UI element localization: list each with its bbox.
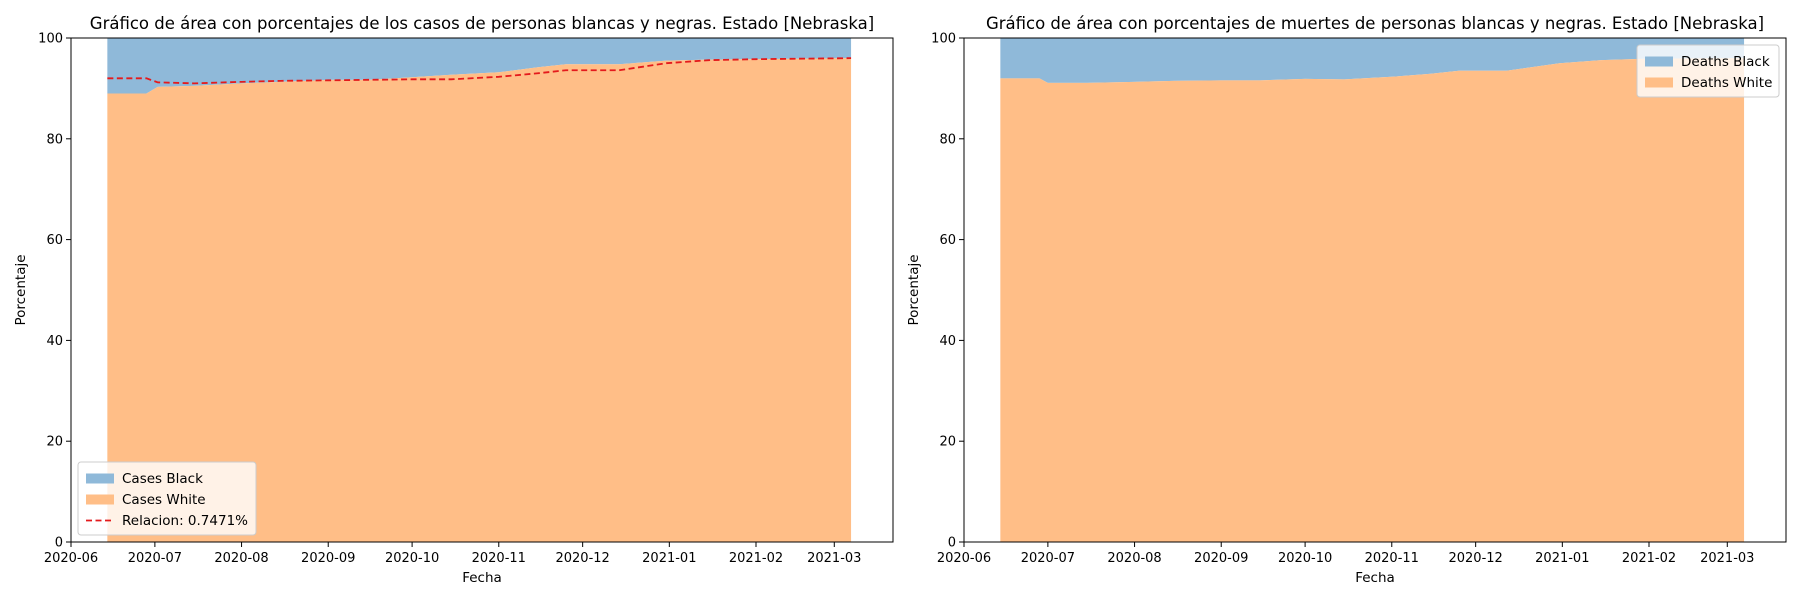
- y-tick-label: 20: [46, 435, 63, 450]
- y-tick-label: 60: [46, 233, 63, 248]
- x-tick-label: 2020-08: [214, 551, 268, 566]
- y-tick-label: 100: [931, 32, 956, 47]
- x-tick-label: 2020-12: [555, 551, 609, 566]
- area-deaths-white: [1000, 58, 1745, 542]
- legend-swatch: [86, 494, 114, 505]
- y-tick-label: 100: [38, 32, 63, 47]
- area-cases-white: [107, 58, 852, 542]
- axes-frame: [70, 37, 894, 543]
- y-tick-label: 80: [939, 132, 956, 147]
- x-axis-label: Fecha: [1355, 570, 1395, 586]
- y-tick-label: 40: [46, 334, 63, 349]
- x-tick-label: 2020-06: [44, 551, 98, 566]
- chart-title: Gráfico de área con porcentajes de muert…: [986, 14, 1764, 33]
- x-tick-label: 2020-06: [937, 551, 991, 566]
- x-tick-label: 2020-07: [1021, 551, 1075, 566]
- x-tick-label: 2021-01: [1535, 551, 1589, 566]
- area-deaths-black: [1000, 38, 1745, 83]
- x-tick-label: 2021-03: [807, 551, 861, 566]
- legend-entry-label: Relacion: 0.7471%: [122, 513, 248, 529]
- legend-entry-label: Cases Black: [122, 471, 203, 487]
- legend: Deaths Black Deaths White: [1636, 44, 1780, 98]
- x-tick-label: 2020-10: [1278, 551, 1332, 566]
- x-tick-label: 2020-08: [1107, 551, 1161, 566]
- y-axis-label: Porcentaje: [906, 254, 922, 325]
- legend-entry-label: Deaths Black: [1681, 54, 1770, 70]
- legend: Cases Black Cases White Relacion: 0.7471%: [77, 461, 257, 536]
- legend-swatch: [86, 473, 114, 484]
- y-tick-label: 20: [939, 435, 956, 450]
- x-tick-label: 2020-11: [472, 551, 526, 566]
- y-tick-label: 0: [948, 536, 956, 551]
- chart-panel-2: 2020-06 2020-07 2020-08 2020-09 2020-10 2020-…: [906, 14, 1787, 586]
- y-axis-label: Porcentaje: [13, 254, 29, 325]
- y-tick-label: 60: [939, 233, 956, 248]
- x-tick-label: 2020-12: [1448, 551, 1502, 566]
- legend-swatch: [1645, 56, 1673, 67]
- chart-title: Gráfico de área con porcentajes de los c…: [90, 14, 874, 33]
- y-tick-label: 80: [46, 132, 63, 147]
- x-tick-label: 2020-09: [301, 551, 355, 566]
- legend-entry-label: Cases White: [122, 492, 206, 508]
- legend-swatch: [1645, 77, 1673, 88]
- x-tick-label: 2020-07: [128, 551, 182, 566]
- y-tick-label: 0: [55, 536, 63, 551]
- legend-entry-label: Deaths White: [1681, 75, 1772, 91]
- x-tick-label: 2020-09: [1194, 551, 1248, 566]
- chart-panel-1: 2020-06 2020-07 2020-08 2020-09 2020-10 2020-…: [13, 14, 894, 586]
- x-tick-label: 2020-11: [1365, 551, 1419, 566]
- legend-box: [77, 461, 257, 536]
- reference-line: [107, 57, 852, 85]
- y-tick-label: 40: [939, 334, 956, 349]
- area-cases-black: [107, 38, 852, 94]
- x-tick-label: 2021-01: [642, 551, 696, 566]
- x-axis-label: Fecha: [462, 570, 502, 586]
- x-tick-label: 2020-10: [385, 551, 439, 566]
- x-tick-label: 2021-02: [1622, 551, 1676, 566]
- x-tick-label: 2021-02: [729, 551, 783, 566]
- x-tick-label: 2021-03: [1700, 551, 1754, 566]
- axes-frame: [963, 37, 1787, 543]
